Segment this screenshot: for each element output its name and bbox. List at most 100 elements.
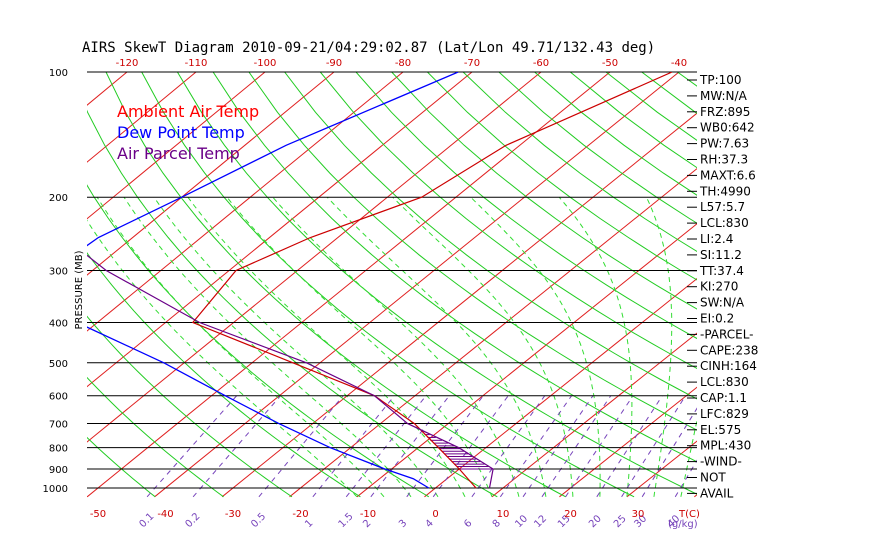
chart-title: AIRS SkewT Diagram 2010-09-21/04:29:02.8… bbox=[82, 40, 655, 56]
isotherm-line bbox=[762, 72, 870, 497]
dry-adiabat-line bbox=[749, 72, 870, 497]
moist-adiabat-line bbox=[226, 196, 493, 497]
index-label: -PARCEL- bbox=[700, 327, 754, 341]
index-label: LCL:830 bbox=[700, 375, 749, 389]
isotherm-line bbox=[87, 72, 197, 163]
index-label: CAP:1.1 bbox=[700, 391, 747, 405]
index-label: MW:N/A bbox=[700, 89, 748, 103]
moist-adiabat-line bbox=[123, 196, 412, 498]
mixing-ratio-line bbox=[471, 395, 546, 498]
index-label: TT:37.4 bbox=[699, 264, 744, 278]
isotherm-line bbox=[87, 72, 335, 276]
mixing-ratio-line bbox=[312, 395, 395, 498]
mixing-ratio-line bbox=[258, 395, 344, 498]
isotherm-line bbox=[221, 112, 697, 498]
isotherm-line bbox=[491, 332, 697, 498]
dry-adiabat-line bbox=[176, 72, 697, 495]
mixing-ratio-label: 0.1 bbox=[137, 511, 156, 530]
isotherm-line bbox=[87, 72, 611, 498]
mixing-ratio-line bbox=[565, 395, 634, 498]
top-temp-tick: -120 bbox=[116, 58, 139, 69]
isotherm-line bbox=[87, 72, 473, 388]
index-label: FRZ:895 bbox=[700, 105, 750, 119]
index-label: CAPE:238 bbox=[700, 343, 758, 357]
top-temp-tick: -100 bbox=[254, 58, 277, 69]
mixing-ratio-label: 20 bbox=[587, 513, 604, 530]
isotherm-line bbox=[356, 223, 697, 498]
pressure-tick-label: 400 bbox=[49, 318, 68, 329]
mixing-ratio-line bbox=[596, 395, 663, 498]
bottom-temp-tick: -20 bbox=[292, 509, 308, 520]
top-temp-tick: -40 bbox=[671, 58, 687, 69]
pressure-tick-label: 800 bbox=[49, 444, 68, 455]
mixing-ratio-line bbox=[621, 395, 686, 498]
dry-adiabat-line bbox=[785, 72, 870, 497]
top-temp-tick: -60 bbox=[533, 58, 549, 69]
mixing-ratio-label: 1.5 bbox=[337, 511, 356, 530]
pressure-tick-label: 500 bbox=[49, 359, 68, 370]
isotherm-line bbox=[829, 72, 870, 497]
dry-adiabat-line bbox=[105, 72, 566, 498]
mixing-ratio-line bbox=[432, 395, 509, 498]
index-label: TH:4990 bbox=[699, 184, 751, 198]
dry-adiabat-line bbox=[87, 436, 156, 498]
isotherm-line bbox=[0, 72, 58, 497]
moist-adiabat-line bbox=[558, 196, 633, 497]
parcel-temp-profile bbox=[87, 254, 494, 489]
mixing-ratio-line bbox=[522, 395, 594, 498]
index-label: EL:575 bbox=[700, 423, 741, 437]
index-label: WB0:642 bbox=[700, 121, 755, 135]
top-temp-tick: -80 bbox=[395, 58, 411, 69]
index-label: SI:11.2 bbox=[700, 248, 742, 262]
moist-adiabat-line bbox=[153, 196, 439, 498]
legend-entry: Ambient Air Temp bbox=[117, 102, 259, 121]
dry-adiabat-line bbox=[319, 72, 697, 370]
dewpoint-profile bbox=[87, 72, 459, 489]
top-temp-tick: -50 bbox=[602, 58, 618, 69]
index-label: -WIND- bbox=[700, 455, 742, 469]
mixing-ratio-line bbox=[370, 395, 450, 498]
moist-adiabat-line bbox=[96, 196, 385, 498]
bottom-temp-tick: -40 bbox=[157, 509, 173, 520]
index-label: AVAIL bbox=[700, 486, 734, 500]
dry-adiabat-line bbox=[87, 252, 361, 498]
index-label: CINH:164 bbox=[700, 359, 757, 373]
isotherm-line bbox=[424, 277, 697, 498]
moist-adiabat-line bbox=[272, 196, 520, 497]
isotherm-line bbox=[87, 72, 266, 220]
ambient-temp-profile bbox=[191, 72, 673, 489]
isotherm-line bbox=[289, 168, 697, 498]
dry-adiabat-line bbox=[212, 72, 697, 463]
isotherm-line bbox=[87, 72, 404, 332]
bottom-temp-tick: -50 bbox=[90, 509, 106, 520]
index-label: EI:0.2 bbox=[700, 312, 734, 326]
temp-unit-label: T(C) bbox=[678, 509, 700, 520]
pressure-tick-label: 1000 bbox=[43, 484, 68, 495]
mixing-ratio-line bbox=[499, 395, 573, 498]
mixing-ratio-label: 3 bbox=[397, 518, 409, 530]
isotherm-line bbox=[559, 386, 697, 498]
isotherm-line bbox=[87, 72, 128, 106]
mixing-ratio-line bbox=[192, 395, 281, 498]
pressure-tick-label: 100 bbox=[49, 68, 68, 79]
bottom-temp-tick: -30 bbox=[225, 509, 241, 520]
bottom-temp-tick: 20 bbox=[564, 509, 577, 520]
mixing-ratio-line bbox=[146, 395, 238, 498]
dry-adiabat-line bbox=[248, 72, 697, 431]
mixing-ratio-unit: (g/kg) bbox=[668, 519, 698, 530]
moist-adiabat-line bbox=[392, 196, 574, 497]
moist-adiabat-line bbox=[470, 196, 601, 497]
moist-adiabat-line bbox=[187, 196, 466, 498]
dry-adiabat-line bbox=[87, 376, 224, 498]
pressure-tick-label: 200 bbox=[49, 193, 68, 204]
index-label: LFC:829 bbox=[700, 407, 749, 421]
bottom-temp-tick: 10 bbox=[497, 509, 510, 520]
dry-adiabat-line bbox=[87, 315, 293, 498]
top-temp-tick: -110 bbox=[185, 58, 208, 69]
isotherm-line bbox=[87, 72, 542, 443]
moist-adiabat-line bbox=[646, 196, 673, 497]
pressure-tick-label: 900 bbox=[49, 465, 68, 476]
mixing-ratio-label: 25 bbox=[612, 513, 629, 530]
dry-adiabat-line bbox=[427, 72, 697, 281]
dry-adiabat-line bbox=[462, 72, 697, 253]
